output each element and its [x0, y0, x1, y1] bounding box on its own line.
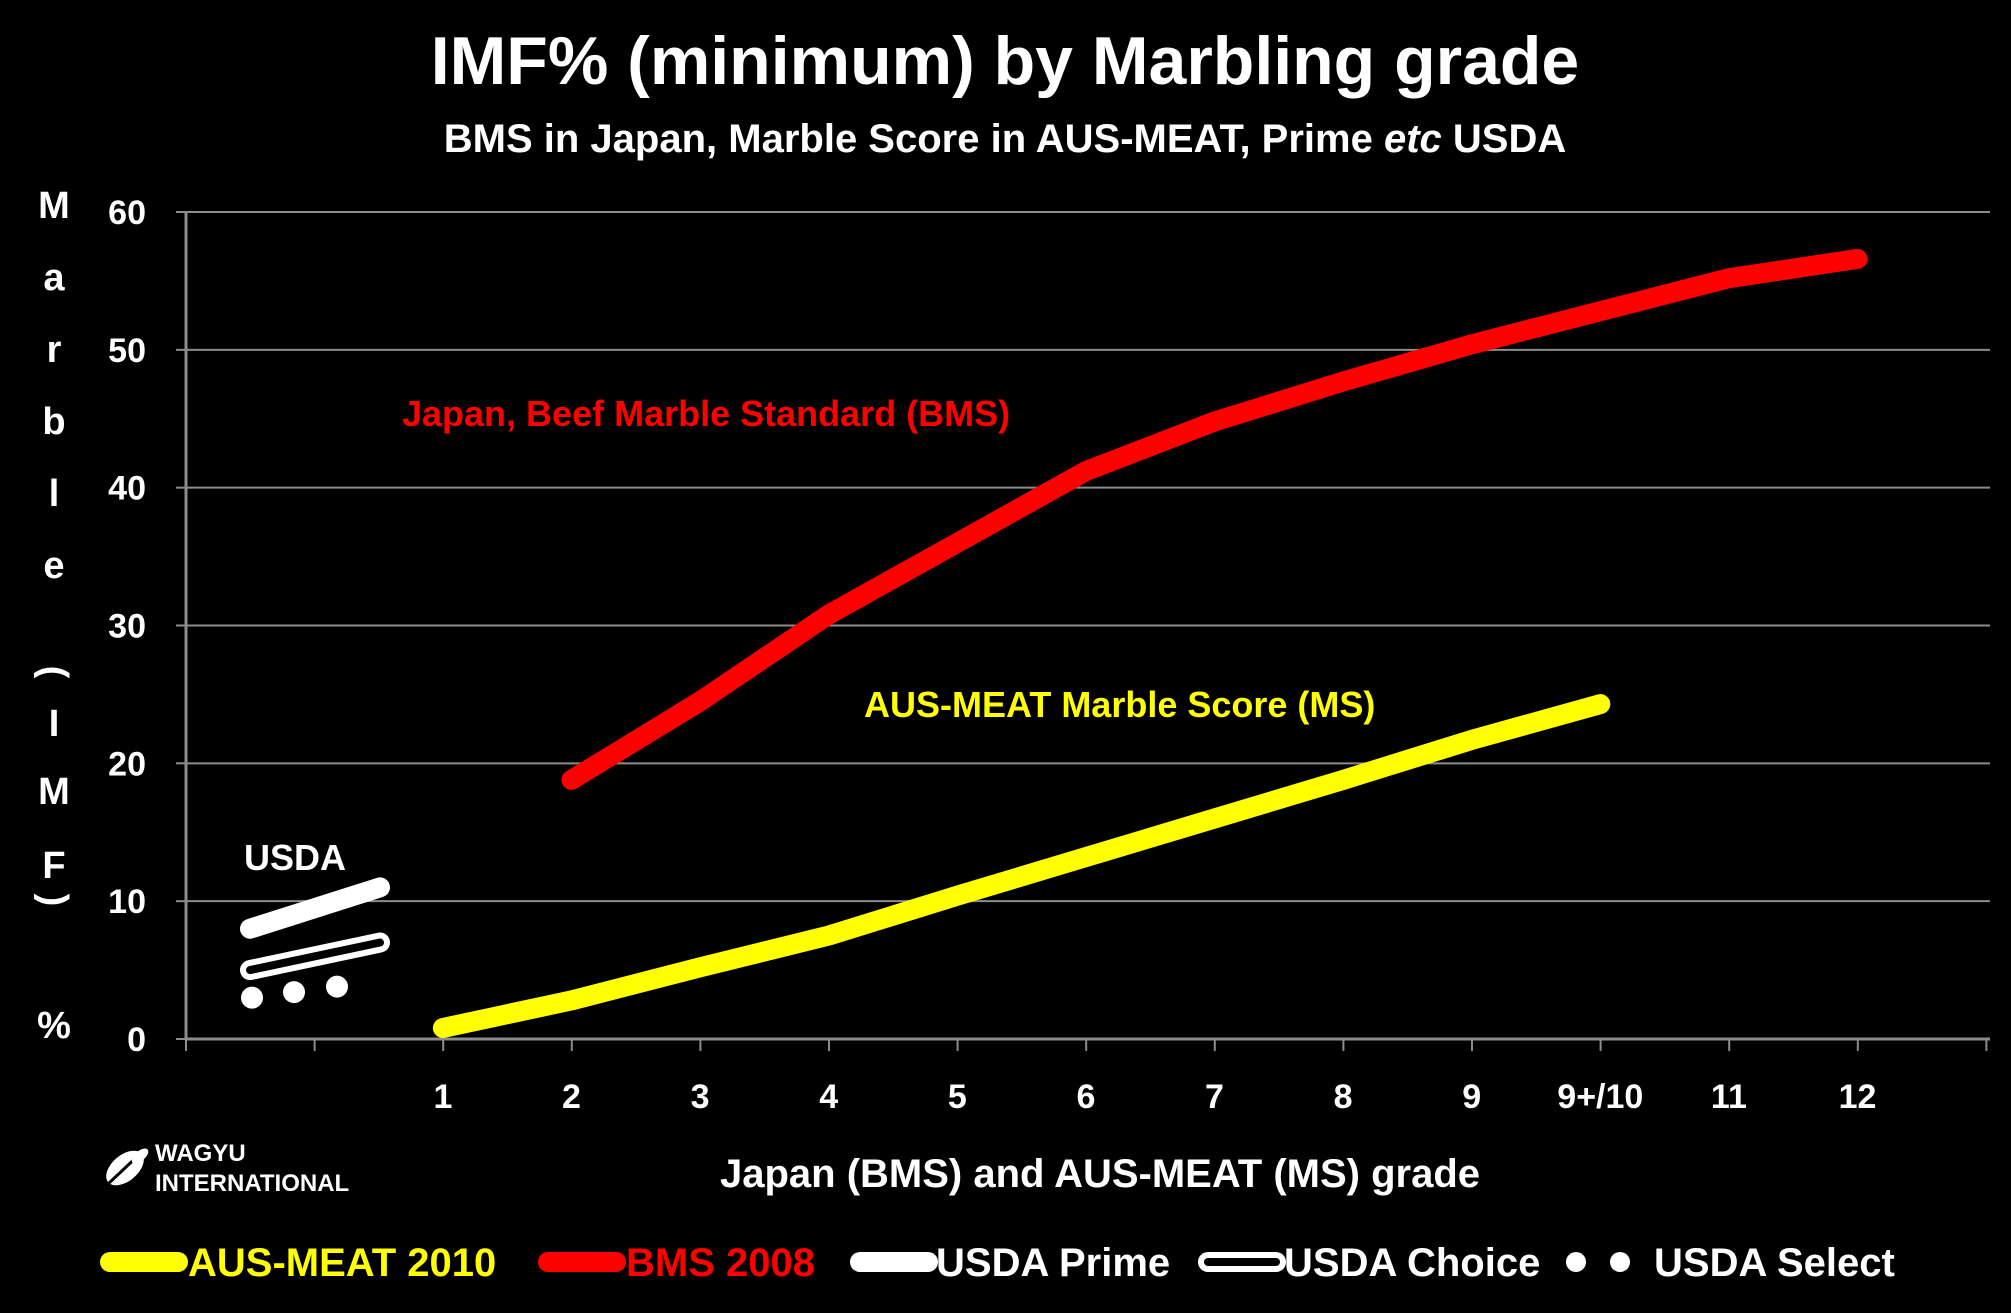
- x-tick-label: 8: [1334, 1078, 1353, 1116]
- wagyu-international-logo: WAGYU INTERNATIONAL: [106, 1140, 349, 1197]
- legend-swatch-dot: [1566, 1252, 1586, 1272]
- subtitle-part-3: USDA: [1442, 117, 1566, 161]
- x-tick-label: 9+/10: [1557, 1078, 1643, 1116]
- y-label-char: M: [38, 185, 70, 227]
- y-label-char: I: [49, 703, 60, 745]
- x-tick-label: 12: [1839, 1078, 1877, 1116]
- y-tick-label: 20: [108, 745, 146, 783]
- y-tick-label: 30: [108, 608, 146, 646]
- subtitle-part-italic: etc: [1384, 117, 1442, 161]
- logo-line-2: INTERNATIONAL: [155, 1170, 349, 1197]
- legend-entry-aus-meat-2010: AUS-MEAT 2010: [100, 1241, 496, 1285]
- bms-annotation: Japan, Beef Marble Standard (BMS): [402, 393, 1010, 434]
- y-label-char: (: [33, 666, 75, 679]
- series-line-bms-2008: [561, 248, 1868, 790]
- y-label-char: ): [33, 894, 75, 907]
- x-axis-label: Japan (BMS) and AUS-MEAT (MS) grade: [720, 1152, 1480, 1196]
- y-label-char: F: [42, 845, 65, 887]
- legend-label: AUS-MEAT 2010: [188, 1241, 496, 1285]
- x-tick-label: 6: [1076, 1078, 1095, 1116]
- x-tick-label: 3: [691, 1078, 710, 1116]
- x-tick-label: 4: [819, 1078, 838, 1116]
- legend-label: BMS 2008: [626, 1241, 815, 1285]
- usda-annotation: USDA: [244, 837, 346, 878]
- gridlines: [176, 211, 1990, 1040]
- usda-select-dot: [326, 975, 348, 998]
- legend-swatch-dot: [1610, 1252, 1630, 1272]
- legend-label: USDA Choice: [1284, 1241, 1540, 1285]
- legend-entry-usda-prime: USDA Prime: [850, 1241, 1170, 1285]
- y-axis-label: Marble(IMF)%: [33, 185, 75, 1047]
- leaf-icon: [106, 1148, 149, 1186]
- x-tick-label: 1: [433, 1078, 452, 1116]
- y-label-char: a: [43, 257, 65, 299]
- y-tick-label: 0: [127, 1021, 146, 1059]
- subtitle-part-1: BMS in Japan, Marble Score in AUS-MEAT, …: [444, 117, 1384, 161]
- x-tick-label: 2: [562, 1078, 581, 1116]
- x-tick-label: 11: [1711, 1078, 1747, 1116]
- series-lines: [432, 248, 1868, 1038]
- usda-marks: [240, 877, 390, 1009]
- ausmeat-annotation: AUS-MEAT Marble Score (MS): [864, 684, 1375, 725]
- logo-line-1: WAGYU: [155, 1140, 246, 1167]
- legend-entry-usda-select: USDA Select: [1566, 1241, 1895, 1285]
- y-label-char: l: [49, 473, 60, 515]
- legend-label: USDA Select: [1654, 1241, 1895, 1285]
- x-tick-label: 7: [1205, 1078, 1224, 1116]
- usda-select-dot: [241, 986, 263, 1009]
- usda-prime-mark: [240, 877, 390, 939]
- legend-entry-bms-2008: BMS 2008: [538, 1241, 815, 1285]
- y-label-char: %: [37, 1005, 71, 1047]
- x-tick-label: 5: [948, 1078, 967, 1116]
- y-label-char: e: [43, 545, 64, 587]
- legend-label: USDA Prime: [936, 1241, 1170, 1285]
- series-line-aus-meat-2010: [432, 694, 1611, 1038]
- chart-subtitle: BMS in Japan, Marble Score in AUS-MEAT, …: [444, 117, 1566, 161]
- axes: [184, 212, 1990, 1051]
- y-tick-label: 10: [108, 883, 146, 921]
- usda-select-dot: [283, 981, 305, 1004]
- x-tick-label: 9: [1462, 1078, 1481, 1116]
- y-tick-label: 60: [108, 194, 146, 232]
- legend-entry-usda-choice: USDA Choice: [1198, 1241, 1540, 1285]
- usda-choice-mark-inner: [246, 938, 384, 975]
- y-label-char: M: [38, 771, 70, 813]
- y-tick-label: 40: [108, 470, 146, 508]
- x-tick-labels: 1 2 3 4 5 6 7 8 9 9+/10 11 12: [433, 1078, 1876, 1116]
- chart-title: IMF% (minimum) by Marbling grade: [431, 23, 1580, 99]
- y-tick-label: 50: [108, 332, 146, 370]
- y-label-char: r: [47, 329, 62, 371]
- legend: AUS-MEAT 2010 BMS 2008 USDA Prime USDA Choi…: [100, 1241, 1895, 1285]
- y-tick-labels: 0 10 20 30 40 50 60: [108, 194, 146, 1059]
- y-label-char: b: [42, 401, 65, 443]
